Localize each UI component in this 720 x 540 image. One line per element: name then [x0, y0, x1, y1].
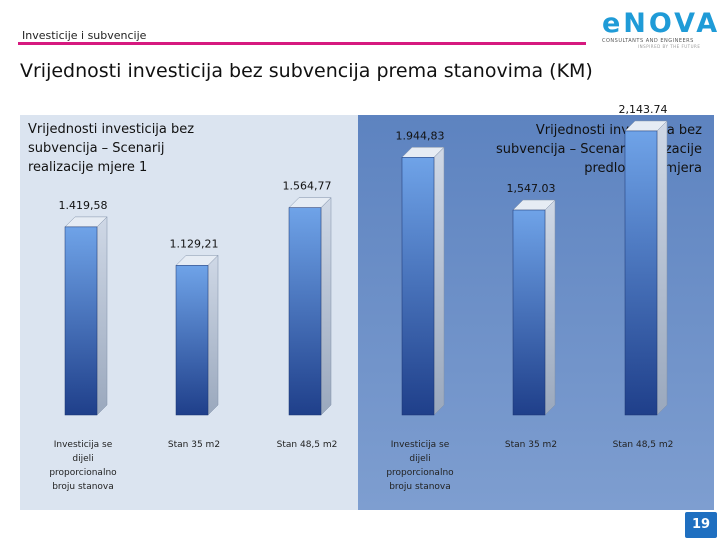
bar-side-face [433, 146, 445, 416]
header-section-label: Investicije i subvencije [22, 29, 147, 42]
data-label: 1.564,77 [283, 180, 332, 193]
bar [175, 265, 209, 416]
bar-side-face [320, 197, 332, 416]
data-label: 1.419,58 [59, 199, 108, 212]
x-tick-label: Stan 35 m2 [168, 440, 220, 450]
scenario-1-label: Vrijednosti investicija bez subvencija –… [28, 122, 195, 175]
bar [624, 130, 658, 416]
logo-tagline: CONSULTANTS AND ENGINEERS [602, 38, 694, 44]
data-label: 2,143.74 [619, 103, 668, 116]
x-tick-label: Stan 35 m2 [505, 440, 557, 450]
x-tick-label: proporcionalno [386, 468, 454, 478]
page-number: 19 [685, 512, 717, 538]
x-tick-label: Stan 48,5 m2 [613, 440, 674, 450]
x-tick-label: Stan 48,5 m2 [277, 440, 338, 450]
bar [401, 157, 435, 416]
x-tick-label: dijeli [409, 454, 430, 464]
logo-wordmark: eNOVA [602, 8, 720, 39]
logo-subtagline: INSPIRED BY THE FUTURE [638, 44, 701, 49]
bar [512, 209, 546, 416]
bar-side-face [544, 199, 556, 416]
x-tick-label: proporcionalno [49, 468, 117, 478]
data-label: 1,547.03 [507, 182, 556, 195]
x-tick-label: Investicija se [391, 440, 450, 450]
bar [288, 207, 322, 416]
data-label: 1.129,21 [170, 237, 219, 250]
bar-side-face [207, 254, 219, 416]
header-divider [18, 42, 586, 45]
data-label: 1.944,83 [396, 129, 445, 142]
page-title: Vrijednosti investicija bez subvencija p… [20, 60, 593, 82]
x-tick-label: broju stanova [389, 482, 451, 492]
x-tick-label: broju stanova [52, 482, 114, 492]
x-tick-label: Investicija se [54, 440, 113, 450]
bar-side-face [96, 216, 108, 416]
bar-side-face [656, 120, 668, 416]
bar [64, 226, 98, 416]
x-tick-label: dijeli [72, 454, 93, 464]
company-logo: eNOVA CONSULTANTS AND ENGINEERS INSPIRED… [598, 8, 717, 50]
